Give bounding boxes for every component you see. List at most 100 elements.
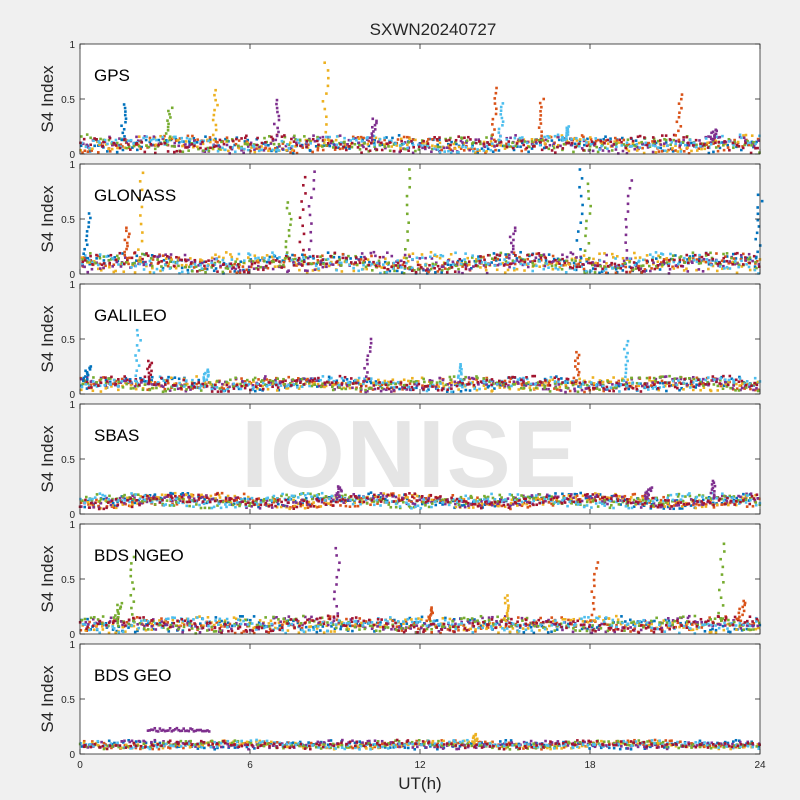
data-point <box>370 132 374 135</box>
data-point <box>373 128 377 131</box>
data-point <box>677 102 681 105</box>
data-point <box>209 383 213 386</box>
data-point <box>504 253 508 256</box>
data-point <box>135 254 139 258</box>
data-point <box>418 142 422 146</box>
data-point <box>408 185 411 189</box>
data-point <box>657 254 660 258</box>
data-point <box>668 138 672 141</box>
data-point <box>142 378 145 381</box>
data-point <box>580 382 583 386</box>
data-point <box>658 381 662 385</box>
data-point <box>321 139 325 142</box>
data-point <box>268 262 272 265</box>
data-point <box>551 498 554 502</box>
data-point <box>479 266 482 269</box>
data-point <box>376 502 379 505</box>
data-point <box>394 382 398 386</box>
data-point <box>409 379 413 383</box>
data-point <box>484 261 487 264</box>
data-point <box>505 138 509 141</box>
data-point <box>380 141 383 145</box>
data-point <box>109 383 112 386</box>
data-point <box>490 257 494 260</box>
data-point <box>315 379 319 382</box>
data-point <box>329 503 333 507</box>
data-point <box>612 494 616 498</box>
data-point <box>259 500 263 503</box>
data-point <box>95 257 98 260</box>
data-point <box>304 255 308 259</box>
data-point <box>363 366 366 370</box>
data-point <box>400 143 404 146</box>
data-point <box>464 260 467 264</box>
data-point <box>280 139 284 143</box>
data-point <box>498 254 502 257</box>
data-point <box>625 383 629 386</box>
data-point <box>686 146 689 149</box>
data-point <box>500 116 504 120</box>
data-point <box>321 135 325 139</box>
data-point <box>699 144 702 148</box>
data-point <box>526 253 529 257</box>
data-point <box>610 261 613 265</box>
data-point <box>503 144 506 148</box>
data-point <box>557 138 561 142</box>
data-point <box>153 493 157 496</box>
data-point <box>238 271 242 274</box>
data-point <box>222 387 226 390</box>
data-point <box>139 376 142 380</box>
data-point <box>649 269 652 273</box>
data-point <box>626 339 630 343</box>
data-point <box>622 143 626 146</box>
data-point <box>707 382 711 386</box>
data-point <box>736 251 739 255</box>
data-point <box>700 505 704 509</box>
data-point <box>439 382 442 385</box>
data-point <box>490 137 493 140</box>
data-point <box>289 223 292 227</box>
data-point <box>456 261 459 264</box>
data-point <box>461 265 464 268</box>
data-point <box>216 260 220 263</box>
data-point <box>173 141 177 145</box>
data-point <box>718 265 722 268</box>
data-point <box>392 143 396 146</box>
data-point <box>154 383 158 387</box>
data-point <box>605 262 608 265</box>
data-point <box>667 272 671 275</box>
data-point <box>514 134 517 137</box>
data-point <box>727 378 731 382</box>
data-point <box>247 265 251 269</box>
data-point <box>524 148 527 151</box>
data-point <box>326 69 330 72</box>
data-point <box>329 254 332 258</box>
data-point <box>721 267 724 271</box>
data-point <box>369 381 373 385</box>
data-point <box>166 125 170 129</box>
data-point <box>575 500 579 504</box>
data-point <box>623 387 627 391</box>
data-point <box>161 268 165 272</box>
data-point <box>511 244 515 248</box>
data-point <box>454 138 458 142</box>
data-point <box>518 136 522 140</box>
data-point <box>85 133 89 136</box>
data-point <box>428 379 432 382</box>
data-point <box>198 386 201 390</box>
data-point <box>137 383 141 387</box>
data-point <box>731 263 734 266</box>
data-point <box>659 498 663 502</box>
data-point <box>704 260 708 264</box>
data-point <box>360 140 364 143</box>
data-point <box>598 148 601 151</box>
data-point <box>206 264 209 267</box>
data-point <box>630 179 634 182</box>
data-point <box>178 150 182 153</box>
data-point <box>145 500 149 504</box>
data-point <box>529 382 533 386</box>
data-point <box>373 123 377 127</box>
data-point <box>322 262 325 266</box>
data-point <box>523 269 526 272</box>
